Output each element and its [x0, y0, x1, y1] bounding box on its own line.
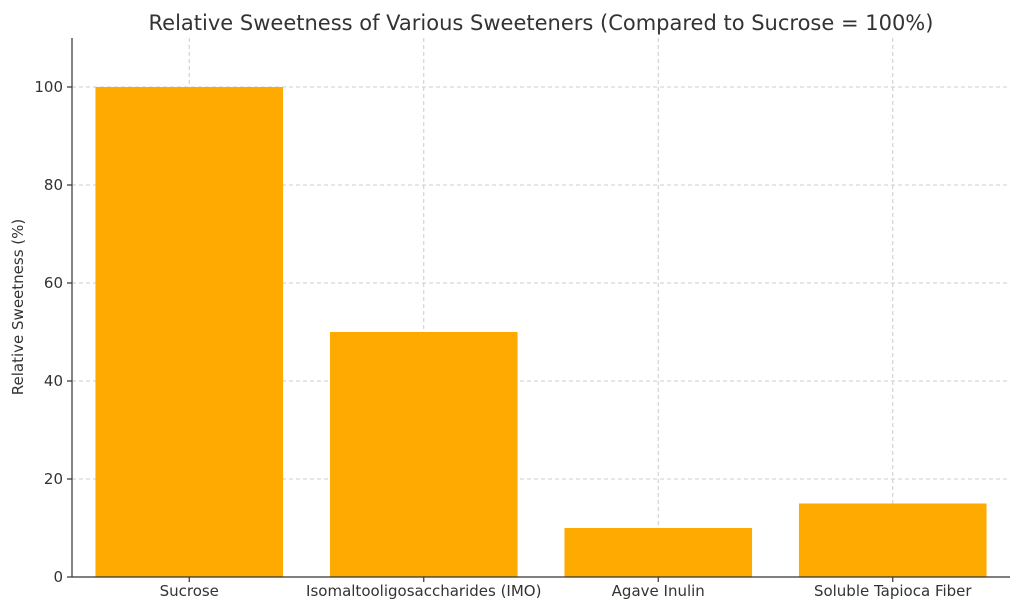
bar: [329, 332, 518, 577]
bar: [564, 528, 753, 577]
y-tick-label: 40: [44, 372, 63, 390]
x-ticks: Sucrose Isomaltooligosaccharides (IMO) Aga…: [160, 577, 972, 600]
y-tick-label: 80: [44, 176, 63, 194]
axes: [71, 38, 1010, 578]
x-tick-label: Sucrose: [160, 582, 219, 600]
y-tick-label: 0: [53, 568, 63, 586]
x-tick-label: Isomaltooligosaccharides (IMO): [306, 582, 541, 600]
chart-title: Relative Sweetness of Various Sweeteners…: [149, 11, 934, 35]
y-ticks: 0 20 40 60 80 100: [34, 78, 72, 586]
y-tick-label: 60: [44, 274, 63, 292]
x-tick-label: Agave Inulin: [612, 582, 705, 600]
x-tick-label: Soluble Tapioca Fiber: [814, 582, 972, 600]
y-tick-label: 20: [44, 470, 63, 488]
y-axis-label: Relative Sweetness (%): [9, 219, 27, 395]
bar: [798, 503, 987, 577]
y-tick-label: 100: [34, 78, 63, 96]
bars: [95, 87, 987, 577]
bar: [95, 87, 284, 577]
